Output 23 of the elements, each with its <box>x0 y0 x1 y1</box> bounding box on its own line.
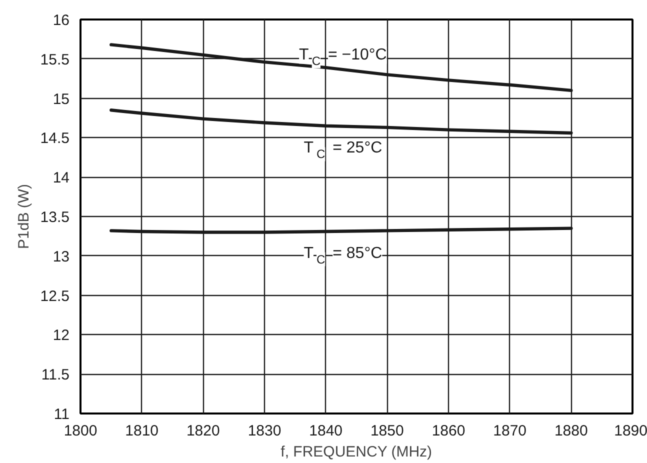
x-tick-label: 1880 <box>554 422 588 440</box>
y-tick-label: 16 <box>52 12 70 29</box>
x-tick-label: 1860 <box>432 422 466 440</box>
x-axis-title: f, FREQUENCY (MHz) <box>280 444 432 460</box>
x-tick-label: 1800 <box>64 422 98 440</box>
y-tick-label: 11.5 <box>41 366 70 384</box>
y-tick-label: 12.5 <box>40 288 70 305</box>
y-tick-label: 14 <box>52 170 70 187</box>
x-tick-label: 1820 <box>186 422 220 440</box>
y-tick-label: 13.5 <box>40 209 70 226</box>
x-tick-label: 1810 <box>125 422 159 440</box>
x-tick-label: 1830 <box>248 422 282 440</box>
x-tick-label: 1890 <box>614 422 647 440</box>
y-tick-label: 14.5 <box>40 130 70 148</box>
y-tick-label: 12 <box>52 327 70 344</box>
x-tick-label: 1840 <box>309 422 343 440</box>
x-tick-label: 1850 <box>370 422 404 440</box>
y-tick-label: 11 <box>54 406 70 423</box>
x-tick-label: 1870 <box>493 422 527 440</box>
y-tick-label: 15 <box>52 90 70 108</box>
y-tick-label: 13 <box>52 248 70 266</box>
y-axis-title: P1dB (W) <box>15 184 32 250</box>
y-tick-label: 15.5 <box>40 51 70 68</box>
